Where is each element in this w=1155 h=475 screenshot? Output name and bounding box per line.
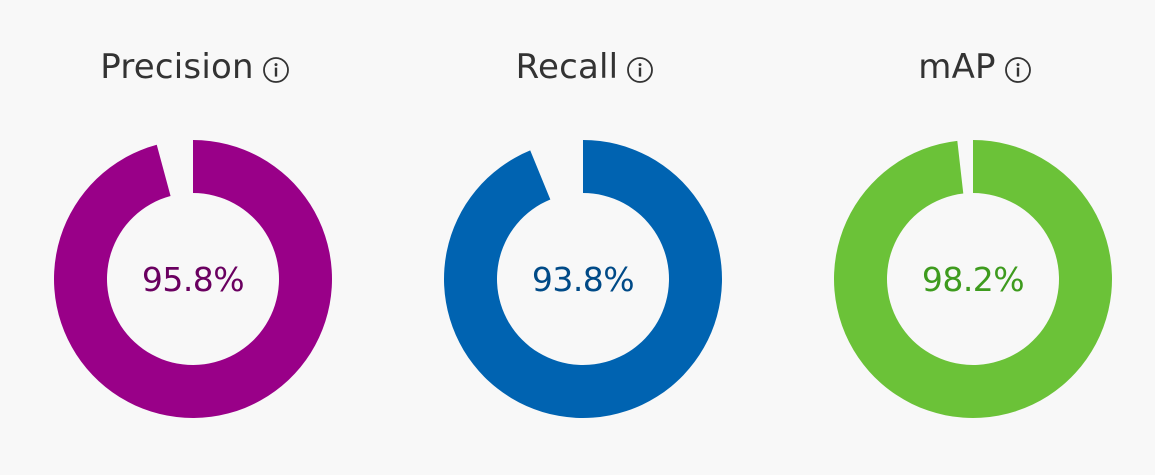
- precision-donut: [53, 140, 332, 418]
- precision-title-row: Precision: [0, 44, 390, 90]
- recall-title: Recall: [515, 47, 619, 87]
- precision-donut-arc: [53, 140, 332, 418]
- map-info-icon[interactable]: [1004, 56, 1032, 84]
- recall-metric: Recall 93.8%: [390, 0, 780, 475]
- map-title: mAP: [918, 47, 996, 87]
- map-metric: mAP 98.2%: [780, 0, 1155, 475]
- recall-info-icon[interactable]: [626, 56, 654, 84]
- precision-value: 95.8%: [141, 259, 245, 299]
- precision-info-icon[interactable]: [262, 56, 290, 84]
- recall-title-row: Recall: [390, 44, 780, 90]
- recall-donut-arc: [444, 140, 722, 418]
- recall-value: 93.8%: [531, 259, 635, 299]
- map-title-row: mAP: [780, 44, 1155, 90]
- precision-title: Precision: [100, 47, 254, 87]
- map-value: 98.2%: [921, 259, 1025, 299]
- map-donut: [834, 140, 1112, 419]
- map-donut-arc: [834, 140, 1112, 419]
- precision-metric: Precision 95.8%: [0, 0, 390, 475]
- recall-donut: [444, 140, 722, 418]
